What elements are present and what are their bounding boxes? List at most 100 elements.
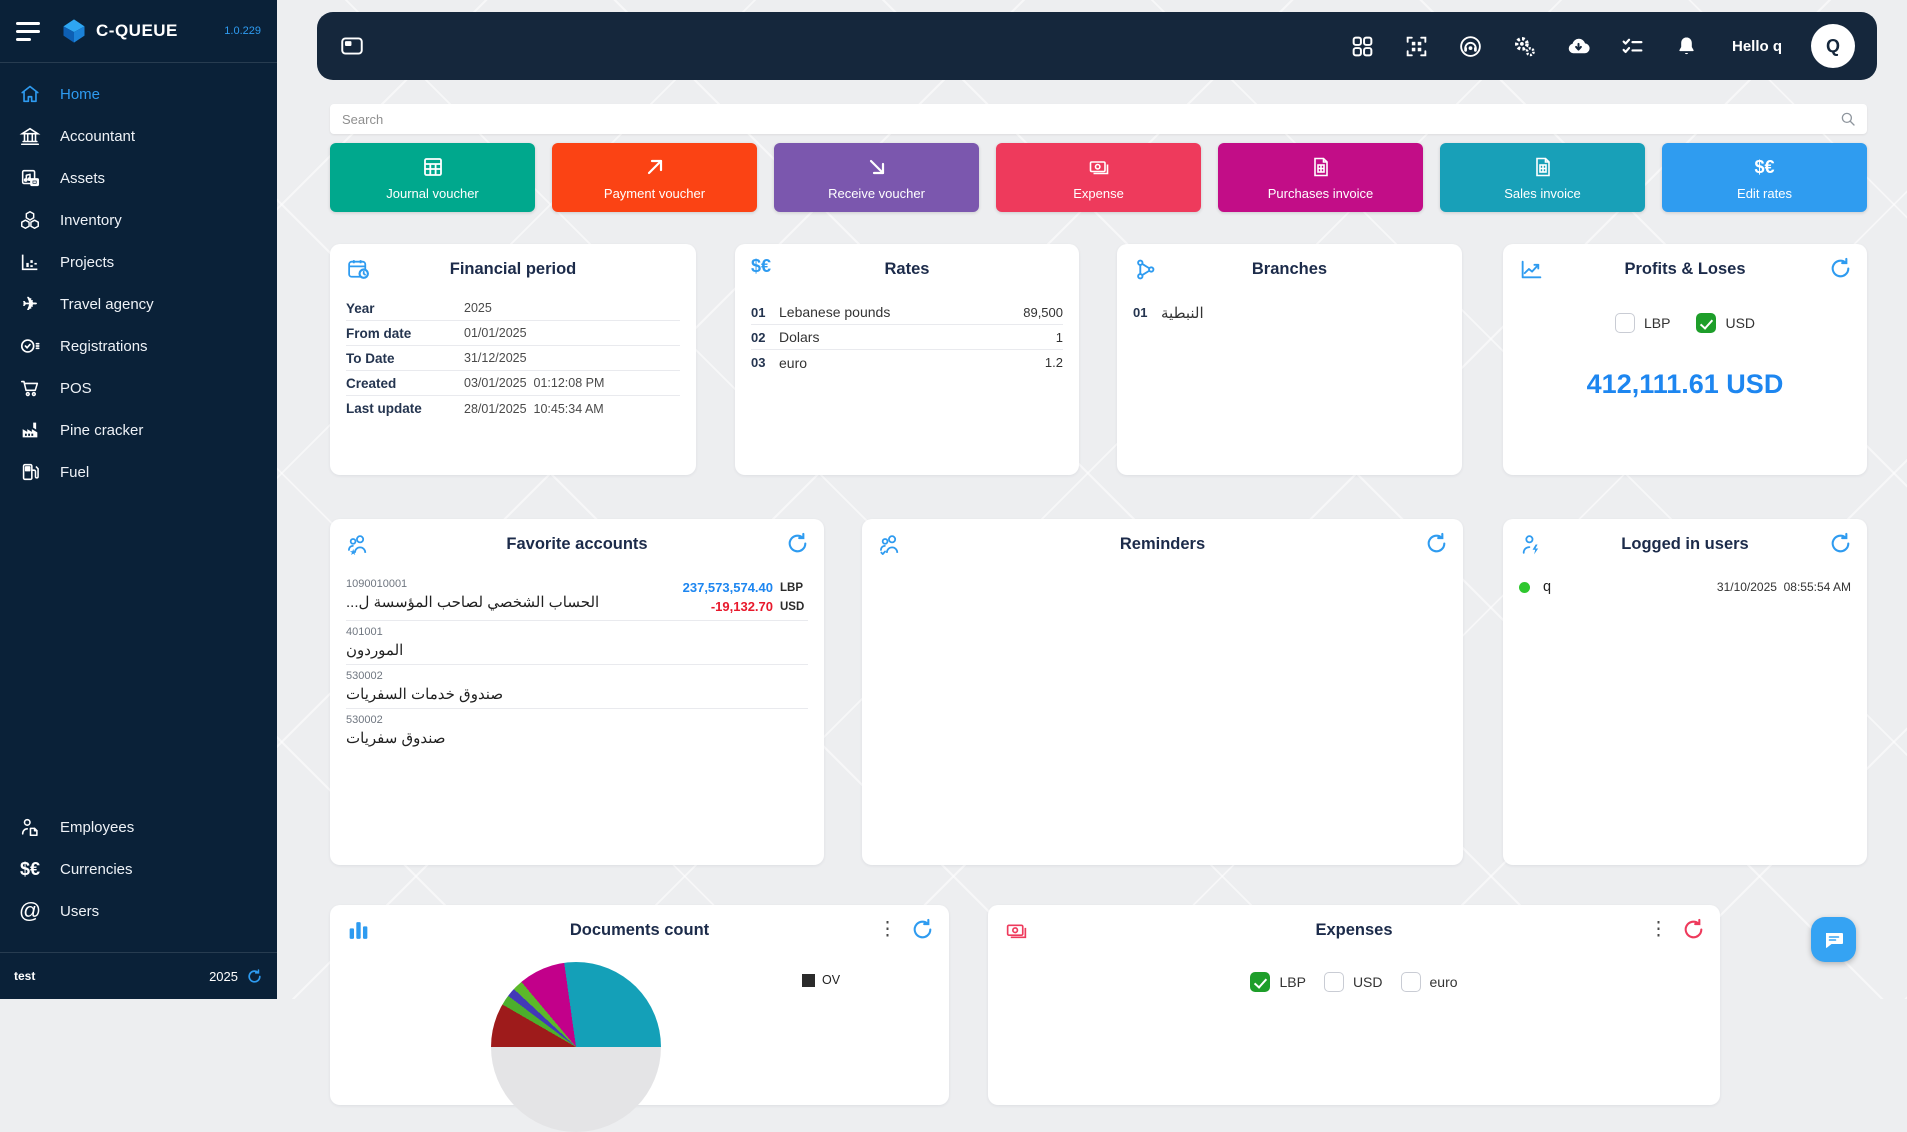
financial-row-to-date: To Date 31/12/2025	[346, 346, 680, 371]
sidebar-item-home[interactable]: Home	[0, 73, 277, 115]
favorite-account-row[interactable]: 401001 الموردون	[346, 621, 808, 665]
invoice-icon	[1309, 155, 1333, 179]
logged-in-user-row: q 31/10/2025 08:55:54 AM	[1519, 579, 1851, 595]
fiscal-year: 2025	[209, 968, 238, 984]
qr-code-icon[interactable]	[1404, 34, 1429, 59]
sidebar-item-currencies[interactable]: $€ Currencies	[0, 848, 277, 890]
refresh-icon[interactable]	[785, 531, 810, 556]
sidebar-item-accountant[interactable]: Accountant	[0, 115, 277, 157]
people-star-icon: ★	[346, 532, 371, 557]
kebab-menu-icon[interactable]: ⋮	[878, 919, 897, 940]
home-icon	[16, 82, 44, 106]
refresh-icon[interactable]	[1681, 917, 1706, 942]
account-code: 401001	[346, 626, 383, 638]
calendar-clock-icon	[346, 257, 371, 282]
sales-invoice-button[interactable]: Sales invoice	[1440, 143, 1645, 212]
documents-pie-chart	[491, 962, 661, 1132]
receive-voucher-button[interactable]: Receive voucher	[774, 143, 979, 212]
lbp-checkbox[interactable]: LBP	[1614, 313, 1670, 333]
currency-icon: $€	[1754, 156, 1775, 177]
quick-actions: Journal voucher Payment voucher Receive …	[330, 143, 1867, 212]
chat-bubble-icon	[1825, 932, 1843, 948]
refresh-year-icon[interactable]	[246, 968, 263, 985]
financial-row-last-update: Last update 28/01/2025 10:45:34 AM	[346, 401, 604, 416]
sidebar-bottom-nav: Employees $€ Currencies @ Users	[0, 806, 277, 932]
favorite-account-row[interactable]: 1090010001 الحساب الشخصي لصاحب المؤسسة ل…	[346, 573, 808, 621]
topbar: Hello q Q	[317, 12, 1877, 80]
money-icon	[1004, 918, 1029, 943]
documents-count-card: Documents count ⋮ OV	[330, 905, 949, 1132]
table-icon	[421, 155, 445, 179]
fuel-pump-icon	[16, 460, 44, 484]
account-code: 530002	[346, 670, 383, 682]
sidebar-item-travel-agency[interactable]: ✈ Travel agency	[0, 283, 277, 325]
sidebar-item-employees[interactable]: Employees	[0, 806, 277, 848]
at-icon: @	[18, 898, 42, 923]
card-title: Favorite accounts	[506, 535, 648, 553]
usd-checkbox[interactable]: USD	[1696, 313, 1755, 333]
chat-widget-button[interactable]	[1811, 917, 1856, 962]
settings-gears-icon[interactable]	[1512, 34, 1537, 59]
purchases-invoice-button[interactable]: Purchases invoice	[1218, 143, 1423, 212]
login-timestamp: 31/10/2025 08:55:54 AM	[1716, 580, 1851, 594]
arrow-down-right-icon	[865, 155, 889, 179]
sidebar-item-inventory[interactable]: Inventory	[0, 199, 277, 241]
kebab-menu-icon[interactable]: ⋮	[1649, 919, 1668, 940]
sidebar-item-assets[interactable]: Assets	[0, 157, 277, 199]
greeting-text: Hello q	[1731, 37, 1782, 55]
rate-row: 01 Lebanese pounds 89,500	[751, 300, 1063, 325]
avatar[interactable]: Q	[1811, 24, 1855, 68]
checklist-icon[interactable]	[1620, 34, 1645, 59]
refresh-icon[interactable]	[1828, 531, 1853, 556]
currency-icon: $€	[19, 859, 41, 879]
search-input[interactable]	[330, 104, 1867, 134]
cloud-download-icon[interactable]	[1566, 34, 1591, 59]
edit-rates-button[interactable]: $€ Edit rates	[1662, 143, 1867, 212]
sidebar-item-projects[interactable]: Projects	[0, 241, 277, 283]
search-bar	[330, 104, 1867, 134]
favorite-account-row[interactable]: 530002 صندوق خدمات السفريات	[346, 665, 808, 709]
app-version: 1.0.229	[224, 25, 261, 37]
financial-period-card: Financial period Year 2025 From date 01/01…	[330, 244, 696, 475]
refresh-icon[interactable]	[1424, 531, 1449, 556]
pie-legend: OV	[802, 973, 840, 987]
usd-checkbox[interactable]: USD	[1323, 972, 1383, 992]
hamburger-menu-icon[interactable]	[16, 21, 42, 41]
arrow-up-right-icon	[643, 155, 667, 179]
account-code: 530002	[346, 714, 383, 726]
bar-chart-icon	[16, 250, 44, 274]
lbp-checkbox[interactable]: LBP	[1250, 972, 1306, 992]
refresh-icon[interactable]	[910, 917, 935, 942]
payment-voucher-button[interactable]: Payment voucher	[552, 143, 757, 212]
refresh-icon[interactable]	[1828, 256, 1853, 281]
euro-checkbox[interactable]: euro	[1400, 972, 1458, 992]
logo-diamond-icon	[63, 19, 85, 43]
sidebar-item-users[interactable]: @ Users	[0, 890, 277, 932]
assets-icon	[16, 166, 44, 190]
window-panel-icon[interactable]	[339, 33, 365, 59]
sidebar-item-registrations[interactable]: Registrations	[0, 325, 277, 367]
expense-button[interactable]: Expense	[996, 143, 1201, 212]
branches-card: Branches 01 النبطية	[1117, 244, 1462, 475]
dashboard-grid-icon[interactable]	[1350, 34, 1375, 59]
legend-label: OV	[822, 973, 841, 987]
sidebar-item-pine-cracker[interactable]: Pine cracker	[0, 409, 277, 451]
profit-loss-value: 412,111.61 USD	[1586, 369, 1784, 399]
financial-row-year: Year 2025	[346, 296, 680, 321]
profits-loses-card: Profits & Loses LBP USD 412,111.61 USD	[1503, 244, 1867, 475]
sidebar-item-fuel[interactable]: Fuel	[0, 451, 277, 493]
favorite-account-row[interactable]: 530002 صندوق سفريات	[346, 709, 808, 753]
notifications-bell-icon[interactable]	[1674, 34, 1699, 59]
favorite-accounts-card: ★ Favorite accounts 1090010001 الحساب ال…	[330, 519, 824, 865]
search-icon	[1841, 112, 1855, 126]
rate-row: 03 euro 1.2	[751, 354, 1063, 371]
online-status-dot	[1519, 581, 1530, 593]
branch-nodes-icon	[1133, 257, 1158, 282]
bar-chart-icon	[346, 918, 371, 943]
journal-voucher-button[interactable]: Journal voucher	[330, 143, 535, 212]
logged-in-users-card: Logged in users q 31/10/2025 08:55:54 AM	[1503, 519, 1867, 865]
support-headset-icon[interactable]	[1458, 34, 1483, 59]
plane-icon: ✈	[22, 294, 38, 314]
expenses-card: Expenses ⋮ LBP USD euro	[988, 905, 1720, 1105]
sidebar-item-pos[interactable]: POS	[0, 367, 277, 409]
